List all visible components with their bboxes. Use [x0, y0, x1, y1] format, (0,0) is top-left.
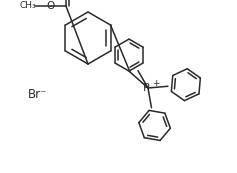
Text: CH₃: CH₃	[20, 2, 36, 11]
Text: P: P	[143, 83, 149, 93]
Text: Br⁻: Br⁻	[28, 89, 47, 102]
Text: O: O	[63, 0, 72, 1]
Text: +: +	[152, 79, 160, 88]
Text: O: O	[47, 1, 55, 11]
